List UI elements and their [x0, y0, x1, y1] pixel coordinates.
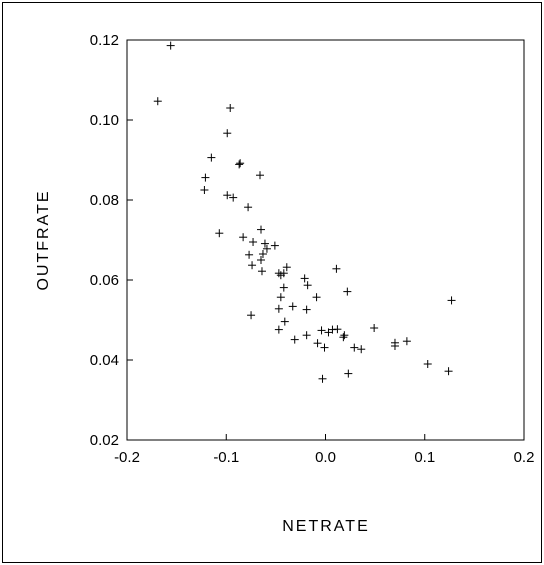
data-point: [223, 129, 232, 138]
data-point: [235, 160, 244, 169]
data-point: [317, 326, 326, 335]
x-tick-label: -0.2: [114, 449, 140, 466]
data-point: [340, 331, 349, 340]
data-point: [207, 153, 216, 162]
data-point: [262, 244, 271, 253]
scatter-points: [153, 41, 456, 383]
x-tick-label: -0.1: [213, 449, 239, 466]
data-point: [257, 267, 266, 276]
data-point: [258, 250, 267, 258]
data-point: [276, 293, 285, 302]
data-point: [274, 325, 283, 334]
data-point: [343, 287, 352, 296]
data-point: [282, 263, 291, 272]
data-point: [313, 339, 322, 348]
data-point: [357, 345, 366, 354]
data-point: [390, 342, 399, 350]
x-tick-label: 0.0: [315, 449, 336, 466]
y-axis-title: OUTFRATE: [35, 189, 52, 290]
data-point: [288, 302, 297, 311]
data-point: [332, 264, 341, 273]
y-tick-label: 0.08: [90, 192, 119, 209]
data-point: [318, 374, 327, 383]
tick-marks: [126, 39, 525, 441]
y-tick-label: 0.06: [90, 272, 119, 289]
data-point: [302, 331, 311, 340]
data-point: [303, 281, 312, 290]
data-point: [324, 328, 333, 337]
data-point: [215, 229, 224, 238]
data-point: [236, 159, 245, 168]
data-point: [280, 317, 289, 326]
data-point: [239, 233, 248, 242]
data-point: [249, 238, 258, 246]
data-point: [423, 360, 432, 368]
data-point: [447, 296, 456, 305]
data-point: [370, 324, 379, 332]
data-point: [312, 293, 321, 302]
data-point: [247, 311, 256, 320]
data-point: [248, 261, 257, 270]
data-point: [229, 193, 238, 202]
data-point: [333, 325, 342, 334]
y-tick-label: 0.02: [90, 432, 119, 449]
data-point: [201, 173, 210, 182]
data-point: [223, 191, 232, 200]
x-tick-labels: -0.2 -0.1 0.0 0.1 0.2: [114, 449, 534, 466]
y-tick-labels: 0.02 0.04 0.06 0.08 0.10 0.12: [90, 32, 119, 449]
data-point: [444, 367, 453, 376]
data-point: [402, 337, 411, 346]
data-point: [274, 304, 283, 313]
data-point: [166, 41, 175, 50]
data-point: [256, 225, 265, 234]
data-point: [320, 343, 329, 352]
x-axis-title: NETRATE: [282, 518, 369, 535]
data-point: [344, 369, 353, 378]
data-point: [245, 250, 254, 259]
data-point: [255, 171, 264, 180]
data-point: [276, 271, 285, 280]
data-point: [244, 203, 253, 212]
y-tick-label: 0.10: [90, 112, 119, 129]
data-point: [302, 305, 311, 314]
data-point: [260, 239, 269, 248]
data-point: [300, 274, 309, 283]
x-tick-label: 0.1: [414, 449, 435, 466]
data-point: [350, 343, 359, 352]
data-point: [270, 241, 279, 250]
data-point: [290, 335, 299, 344]
y-tick-label: 0.04: [90, 352, 119, 369]
data-point: [153, 97, 162, 106]
data-point: [279, 283, 288, 292]
data-point: [200, 186, 209, 194]
data-point: [339, 333, 348, 342]
x-tick-label: 0.2: [514, 449, 535, 466]
y-tick-label: 0.12: [90, 32, 119, 49]
data-point: [256, 256, 265, 264]
data-point: [226, 104, 235, 112]
